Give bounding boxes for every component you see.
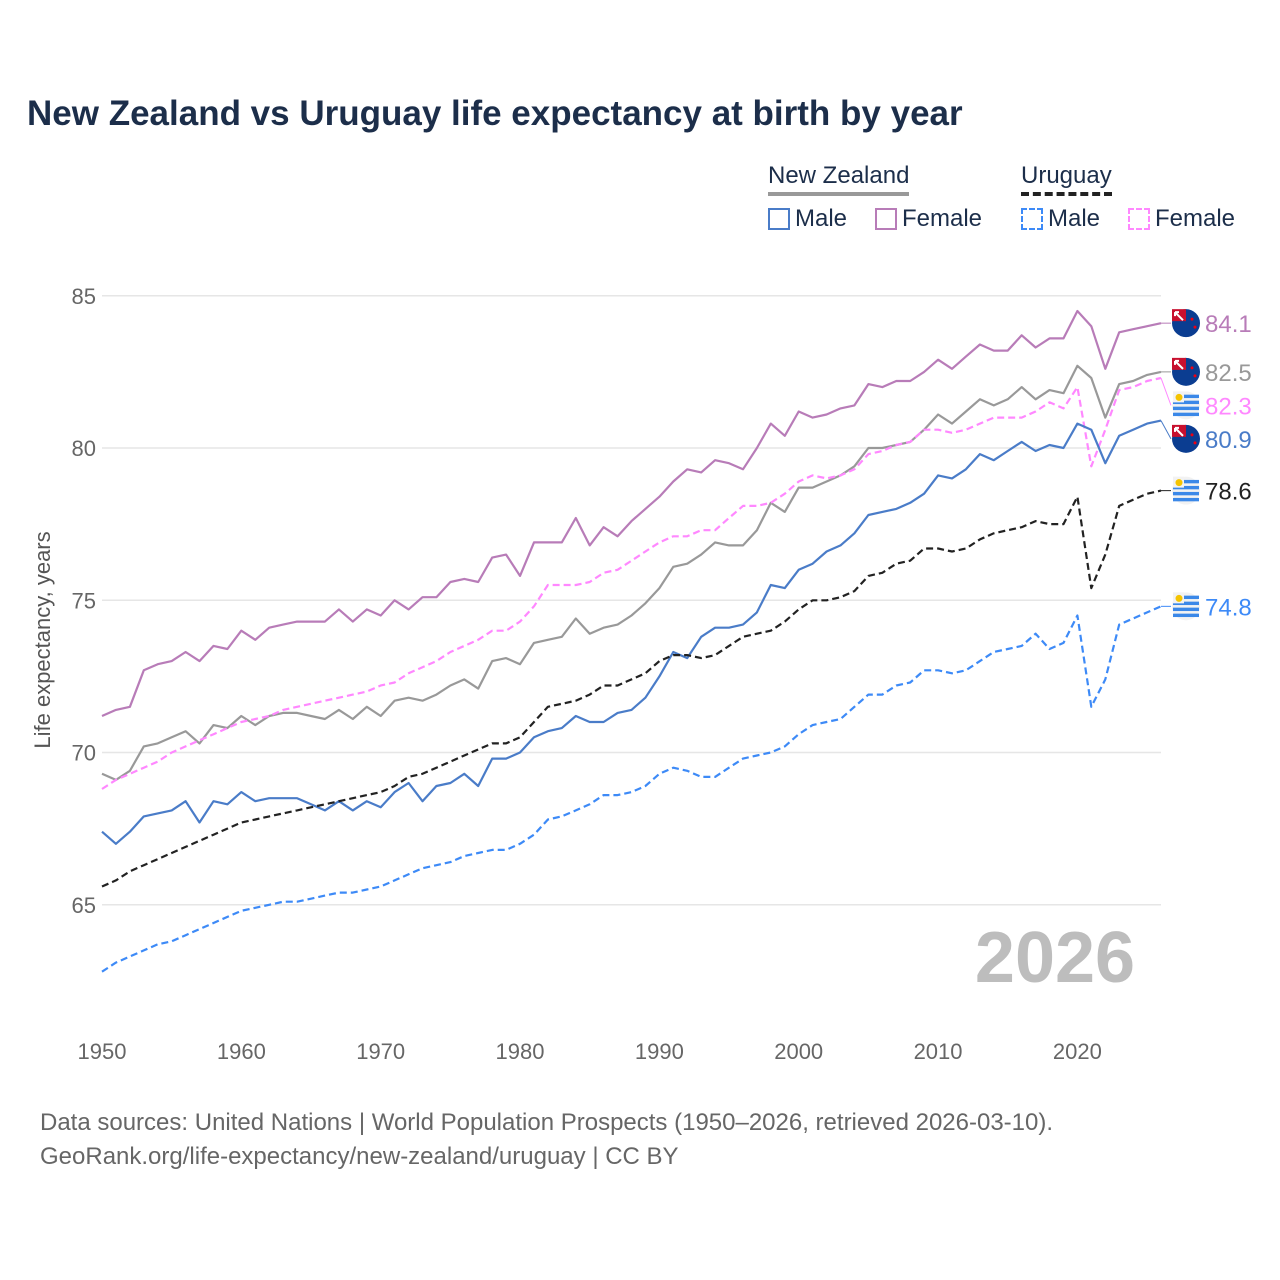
flag-stripe: [1173, 491, 1199, 496]
legend-swatch-nz-male: [768, 208, 790, 230]
legend-label: Male: [795, 205, 848, 232]
flag-sun: [1175, 393, 1183, 401]
flag-stripe: [1173, 479, 1199, 484]
legend-uy-male[interactable]: Male: [1021, 205, 1100, 233]
flag-stripe: [1173, 406, 1199, 411]
x-tick-label: 2010: [914, 1039, 963, 1064]
legend-uy-female[interactable]: Female: [1128, 205, 1235, 233]
y-tick-label: 85: [72, 284, 96, 309]
source-note: Data sources: United Nations | World Pop…: [40, 1106, 1053, 1174]
chart-title: New Zealand vs Uruguay life expectancy a…: [27, 94, 963, 133]
flag-stripe: [1173, 607, 1199, 612]
y-axis-label: Life expectancy, years: [30, 531, 55, 748]
x-tick-label: 2000: [774, 1039, 823, 1064]
x-tick-label: 1980: [496, 1039, 545, 1064]
uruguay-flag-icon: [1172, 476, 1200, 505]
flag-star: [1193, 325, 1197, 329]
y-tick-label: 75: [72, 588, 96, 613]
flag-star: [1190, 366, 1194, 370]
x-tick-label: 2020: [1053, 1039, 1102, 1064]
flag-star: [1193, 374, 1197, 378]
flag-cross: [1174, 359, 1184, 370]
legend-swatch-nz-female: [875, 208, 897, 230]
flag-stripe: [1173, 601, 1199, 606]
x-tick-label: 1950: [78, 1039, 127, 1064]
flag-stripe: [1173, 412, 1199, 417]
legend-swatch-uy-male: [1021, 208, 1043, 230]
flag-sun: [1175, 479, 1183, 487]
source-line-1: Data sources: United Nations | World Pop…: [40, 1109, 1054, 1136]
flag-stripe: [1173, 497, 1199, 502]
legend-uy-header: Uruguay: [1021, 162, 1112, 196]
legend-nz-header: New Zealand: [768, 162, 910, 196]
flag-star: [1193, 441, 1197, 445]
x-tick-label: 1960: [217, 1039, 266, 1064]
flag-star: [1190, 433, 1194, 437]
series-line-new-zealand-male: [101, 419, 1162, 845]
legend-label: Female: [902, 205, 983, 232]
flag-star: [1190, 317, 1194, 321]
new-zealand-flag-icon: [1172, 309, 1200, 338]
uruguay-flag-icon: [1172, 592, 1200, 621]
legend-label: Male: [1048, 205, 1101, 232]
end-value-label: 82.5: [1205, 360, 1252, 387]
end-value-label: 84.1: [1205, 311, 1252, 338]
legend-nz-female[interactable]: Female: [875, 205, 982, 233]
series-line-new-zealand-female: [101, 309, 1162, 718]
flag-stripe: [1173, 613, 1199, 618]
new-zealand-flag-icon: [1172, 424, 1200, 453]
label-connector: [1160, 420, 1172, 440]
flag-stripe: [1173, 394, 1199, 399]
flag-stripe: [1173, 400, 1199, 405]
series-line-uruguay-female: [101, 376, 1162, 790]
y-tick-label: 70: [72, 741, 96, 766]
series-line-uruguay-total: [101, 489, 1162, 888]
flag-stripe: [1173, 595, 1199, 600]
y-tick-label: 80: [72, 436, 96, 461]
year-watermark: 2026: [975, 918, 1135, 998]
uruguay-flag-icon: [1172, 391, 1200, 420]
legend-swatch-uy-female: [1128, 208, 1150, 230]
series-line-uruguay-male: [101, 605, 1162, 973]
legend-nz-male[interactable]: Male: [768, 205, 847, 233]
x-tick-label: 1990: [635, 1039, 684, 1064]
end-value-label: 74.8: [1205, 594, 1252, 621]
source-line-2[interactable]: GeoRank.org/life-expectancy/new-zealand/…: [40, 1143, 679, 1170]
end-value-label: 78.6: [1205, 479, 1252, 506]
series-line-new-zealand-total: [101, 364, 1162, 782]
y-tick-label: 65: [72, 893, 96, 918]
new-zealand-flag-icon: [1172, 357, 1200, 386]
label-connector: [1160, 377, 1172, 406]
flag-sun: [1175, 594, 1183, 602]
flag-cross: [1174, 426, 1184, 437]
flag-cross: [1174, 311, 1184, 321]
flag-stripe: [1173, 485, 1199, 490]
end-value-label: 82.3: [1205, 393, 1252, 420]
end-value-label: 80.9: [1205, 427, 1252, 454]
legend-label: Female: [1155, 205, 1236, 232]
x-tick-label: 1970: [356, 1039, 405, 1064]
